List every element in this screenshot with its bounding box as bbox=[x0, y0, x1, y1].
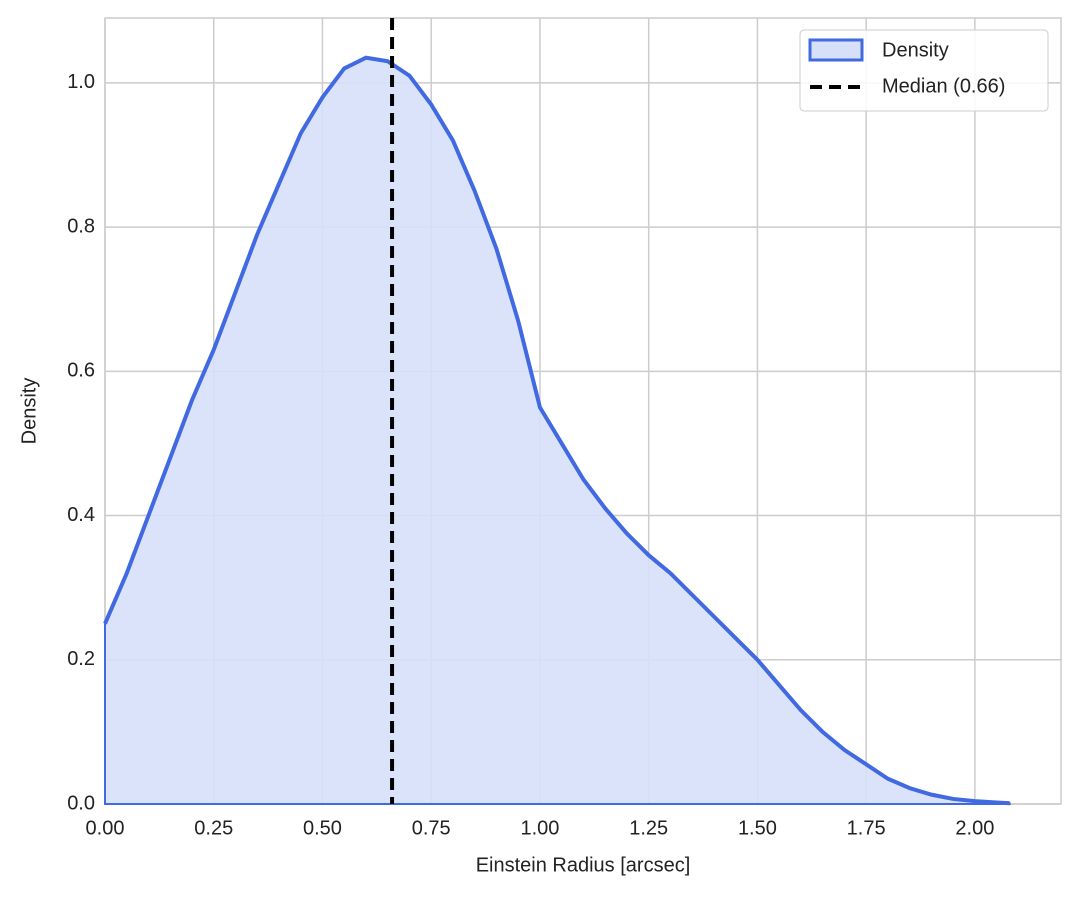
x-tick-label: 1.00 bbox=[520, 817, 559, 839]
x-tick-label: 0.00 bbox=[86, 817, 125, 839]
legend-swatch bbox=[808, 38, 864, 62]
x-tick-label: 1.50 bbox=[738, 817, 777, 839]
y-tick-label: 0.8 bbox=[67, 215, 95, 237]
legend: Density Median (0.66) bbox=[799, 29, 1049, 112]
data-layer bbox=[103, 55, 1011, 806]
y-tick-label: 1.0 bbox=[67, 71, 95, 93]
x-axis-label: Einstein Radius [arcsec] bbox=[476, 854, 691, 876]
y-axis-label: Density bbox=[18, 378, 40, 445]
y-tick-label: 0.6 bbox=[67, 360, 95, 382]
x-tick-label: 0.25 bbox=[194, 817, 233, 839]
x-tick-label: 1.75 bbox=[847, 817, 886, 839]
y-tick-label: 0.2 bbox=[67, 648, 95, 670]
legend-label: Median (0.66) bbox=[882, 75, 1005, 97]
x-tick-label: 1.25 bbox=[629, 817, 668, 839]
legend-label: Density bbox=[882, 39, 949, 61]
y-tick-label: 0.4 bbox=[67, 504, 95, 526]
x-tick-label: 0.50 bbox=[303, 817, 342, 839]
y-tick-label: 0.0 bbox=[67, 792, 95, 814]
density-line bbox=[103, 55, 1010, 806]
x-tick-label: 2.00 bbox=[955, 817, 994, 839]
x-tick-label: 0.75 bbox=[412, 817, 451, 839]
